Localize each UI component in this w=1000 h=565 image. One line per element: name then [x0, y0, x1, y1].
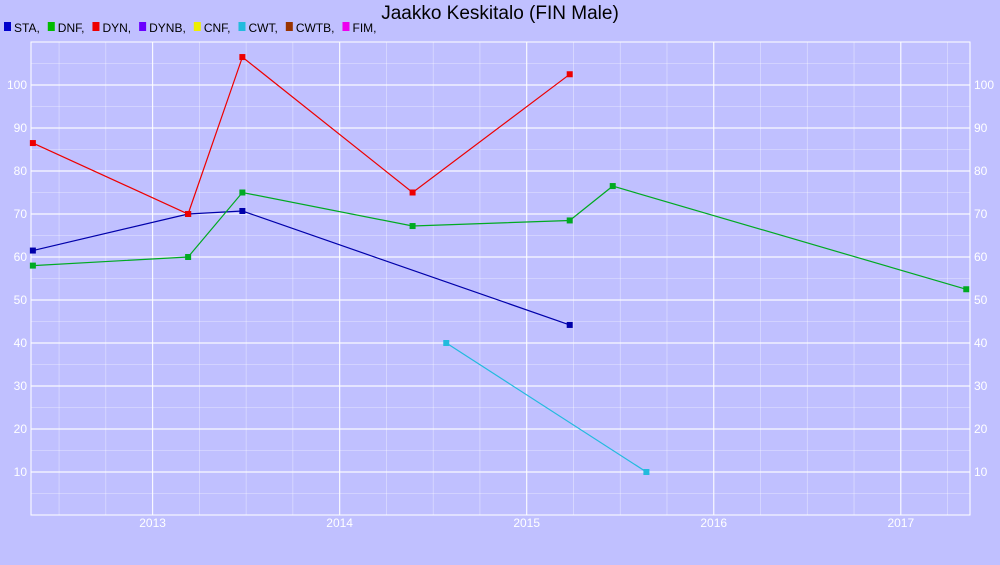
legend-label: DYN, — [102, 21, 131, 35]
y-tick-label-right: 50 — [974, 293, 988, 307]
data-point — [239, 189, 246, 196]
data-point — [185, 211, 192, 217]
x-tick-label: 2017 — [887, 516, 914, 530]
legend: STA, DNF, DYN, DYNB, CNF, CWT, CWTB, FIM, — [4, 21, 376, 35]
legend-item: CNF, — [193, 21, 231, 35]
y-tick-label-right: 90 — [974, 121, 988, 135]
legend-swatch — [285, 22, 293, 31]
x-axis: 2013 2014 2015 2016 2017 — [139, 516, 914, 530]
data-point — [239, 54, 246, 61]
series-dnf — [29, 183, 970, 293]
y-tick-label-left: 70 — [14, 207, 28, 221]
y-axis-left: 10 20 30 40 50 60 70 80 90 100 — [7, 78, 27, 479]
data-point — [643, 469, 650, 475]
x-tick-label: 2013 — [139, 516, 166, 530]
data-point — [409, 189, 416, 196]
y-tick-label-left: 100 — [7, 78, 27, 92]
y-tick-label-left: 80 — [14, 164, 28, 178]
legend-label: STA, — [14, 21, 40, 35]
data-point — [185, 254, 192, 260]
y-tick-label-left: 20 — [14, 422, 28, 436]
legend-item: DYNB, — [139, 21, 186, 35]
series-cwt — [443, 340, 650, 475]
y-tick-label-right: 80 — [974, 164, 988, 178]
legend-label: DNF, — [58, 21, 85, 35]
legend-item: DYN, — [92, 21, 131, 35]
legend-swatch — [47, 22, 55, 31]
data-point — [239, 207, 246, 214]
data-point — [566, 71, 573, 78]
series-layer — [29, 54, 970, 475]
data-point — [566, 217, 573, 224]
y-tick-label-left: 50 — [14, 293, 28, 307]
data-point — [963, 286, 970, 293]
legend-item: STA, — [4, 21, 40, 35]
legend-item: CWTB, — [285, 21, 335, 35]
y-tick-label-right: 100 — [974, 78, 994, 92]
data-point — [566, 321, 573, 328]
legend-item: DNF, — [47, 21, 85, 35]
plot-area — [29, 41, 971, 516]
y-tick-label-right: 70 — [974, 207, 988, 221]
y-tick-label-right: 10 — [974, 465, 988, 479]
series-line — [32, 210, 570, 326]
legend-item: CWT, — [238, 21, 278, 35]
legend-swatch — [193, 22, 201, 31]
legend-swatch — [238, 22, 246, 31]
legend-label: FIM, — [352, 21, 376, 35]
data-point — [409, 223, 416, 230]
data-point — [29, 140, 36, 147]
legend-label: CNF, — [204, 21, 231, 35]
legend-label: CWTB, — [296, 21, 335, 35]
y-tick-label-right: 60 — [974, 250, 988, 264]
y-tick-label-left: 90 — [14, 121, 28, 135]
plot-border — [30, 41, 971, 516]
y-tick-label-left: 60 — [14, 250, 28, 264]
legend-swatch — [342, 22, 350, 31]
y-tick-label-right: 30 — [974, 379, 988, 393]
y-tick-label-left: 30 — [14, 379, 28, 393]
data-point — [29, 262, 36, 269]
y-tick-label-left: 10 — [14, 465, 28, 479]
y-tick-label-right: 20 — [974, 422, 988, 436]
legend-label: CWT, — [248, 21, 277, 35]
x-tick-label: 2015 — [513, 516, 540, 530]
y-tick-label-right: 40 — [974, 336, 988, 350]
y-tick-label-left: 40 — [14, 336, 28, 350]
y-axis-right: 10 20 30 40 50 60 70 80 90 100 — [974, 78, 994, 479]
series-line — [445, 342, 647, 473]
x-tick-label: 2014 — [326, 516, 353, 530]
legend-swatch — [92, 22, 100, 31]
chart-title: Jaakko Keskitalo (FIN Male) — [381, 3, 619, 24]
grid — [30, 41, 971, 516]
data-point — [29, 247, 36, 254]
legend-item: FIM, — [342, 21, 376, 35]
legend-swatch — [4, 22, 11, 31]
legend-label: DYNB, — [149, 21, 186, 35]
data-point — [443, 340, 450, 346]
x-tick-label: 2016 — [700, 516, 727, 530]
data-point — [609, 183, 616, 190]
series-dyn — [29, 54, 573, 217]
legend-swatch — [139, 22, 147, 31]
